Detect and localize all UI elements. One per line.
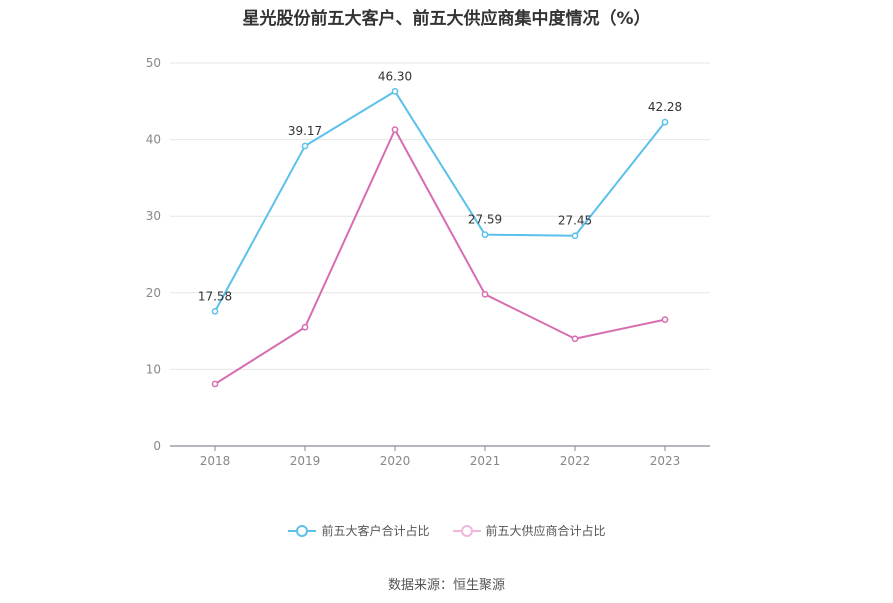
data-point xyxy=(391,87,399,95)
data-source: 数据来源：恒生聚源 xyxy=(387,578,505,593)
x-tick-label: 2020 xyxy=(380,454,411,468)
y-tick-label: 10 xyxy=(146,362,161,376)
x-tick-label: 2018 xyxy=(200,454,231,468)
series-line-0 xyxy=(214,90,666,312)
x-tick-label: 2023 xyxy=(650,454,681,468)
x-tick-labels: 2018 2019 2020 2021 2022 2023 xyxy=(200,454,681,468)
series-line-1 xyxy=(214,128,666,385)
data-point xyxy=(661,118,669,126)
legend-label-suppliers: 前五大供应商合计占比 xyxy=(485,524,606,538)
data-point xyxy=(481,231,489,239)
data-point xyxy=(301,142,309,150)
data-label: 17.58 xyxy=(198,289,232,303)
y-tick-labels: 0 10 20 30 40 50 xyxy=(146,56,161,453)
y-tick-label: 40 xyxy=(146,133,161,147)
grid-lines xyxy=(170,62,710,370)
data-point xyxy=(211,380,219,388)
data-point xyxy=(661,316,669,323)
y-tick-label: 0 xyxy=(153,439,161,453)
series-group xyxy=(211,87,669,388)
y-tick-label: 30 xyxy=(146,209,161,223)
data-point xyxy=(571,232,579,240)
data-point xyxy=(301,323,309,331)
data-label: 27.45 xyxy=(558,214,592,228)
data-label: 46.30 xyxy=(378,69,412,83)
legend-label-customers: 前五大客户合计占比 xyxy=(321,524,430,538)
data-point xyxy=(571,335,579,343)
data-point xyxy=(391,126,399,133)
legend: 前五大客户合计占比 前五大供应商合计占比 xyxy=(0,522,893,539)
x-axis xyxy=(170,445,710,451)
data-label: 42.28 xyxy=(648,100,682,114)
chart-title: 星光股份前五大客户、前五大供应商集中度情况（%） xyxy=(242,9,651,29)
x-tick-label: 2022 xyxy=(560,454,591,468)
data-label: 39.17 xyxy=(288,124,322,138)
data-point xyxy=(481,290,489,298)
y-tick-label: 20 xyxy=(146,286,161,300)
legend-item-customers[interactable]: 前五大客户合计占比 xyxy=(287,522,430,539)
data-label: 27.59 xyxy=(468,213,502,227)
x-tick-label: 2019 xyxy=(290,454,321,468)
y-tick-label: 50 xyxy=(146,56,161,70)
legend-line-circle-icon xyxy=(288,524,317,537)
data-point xyxy=(211,307,219,315)
legend-item-suppliers[interactable]: 前五大供应商合计占比 xyxy=(452,522,606,539)
x-tick-label: 2021 xyxy=(470,454,501,468)
legend-line-circle-icon xyxy=(452,524,481,537)
data-labels: 17.58 39.17 46.30 27.59 27.45 42.28 xyxy=(198,69,682,303)
